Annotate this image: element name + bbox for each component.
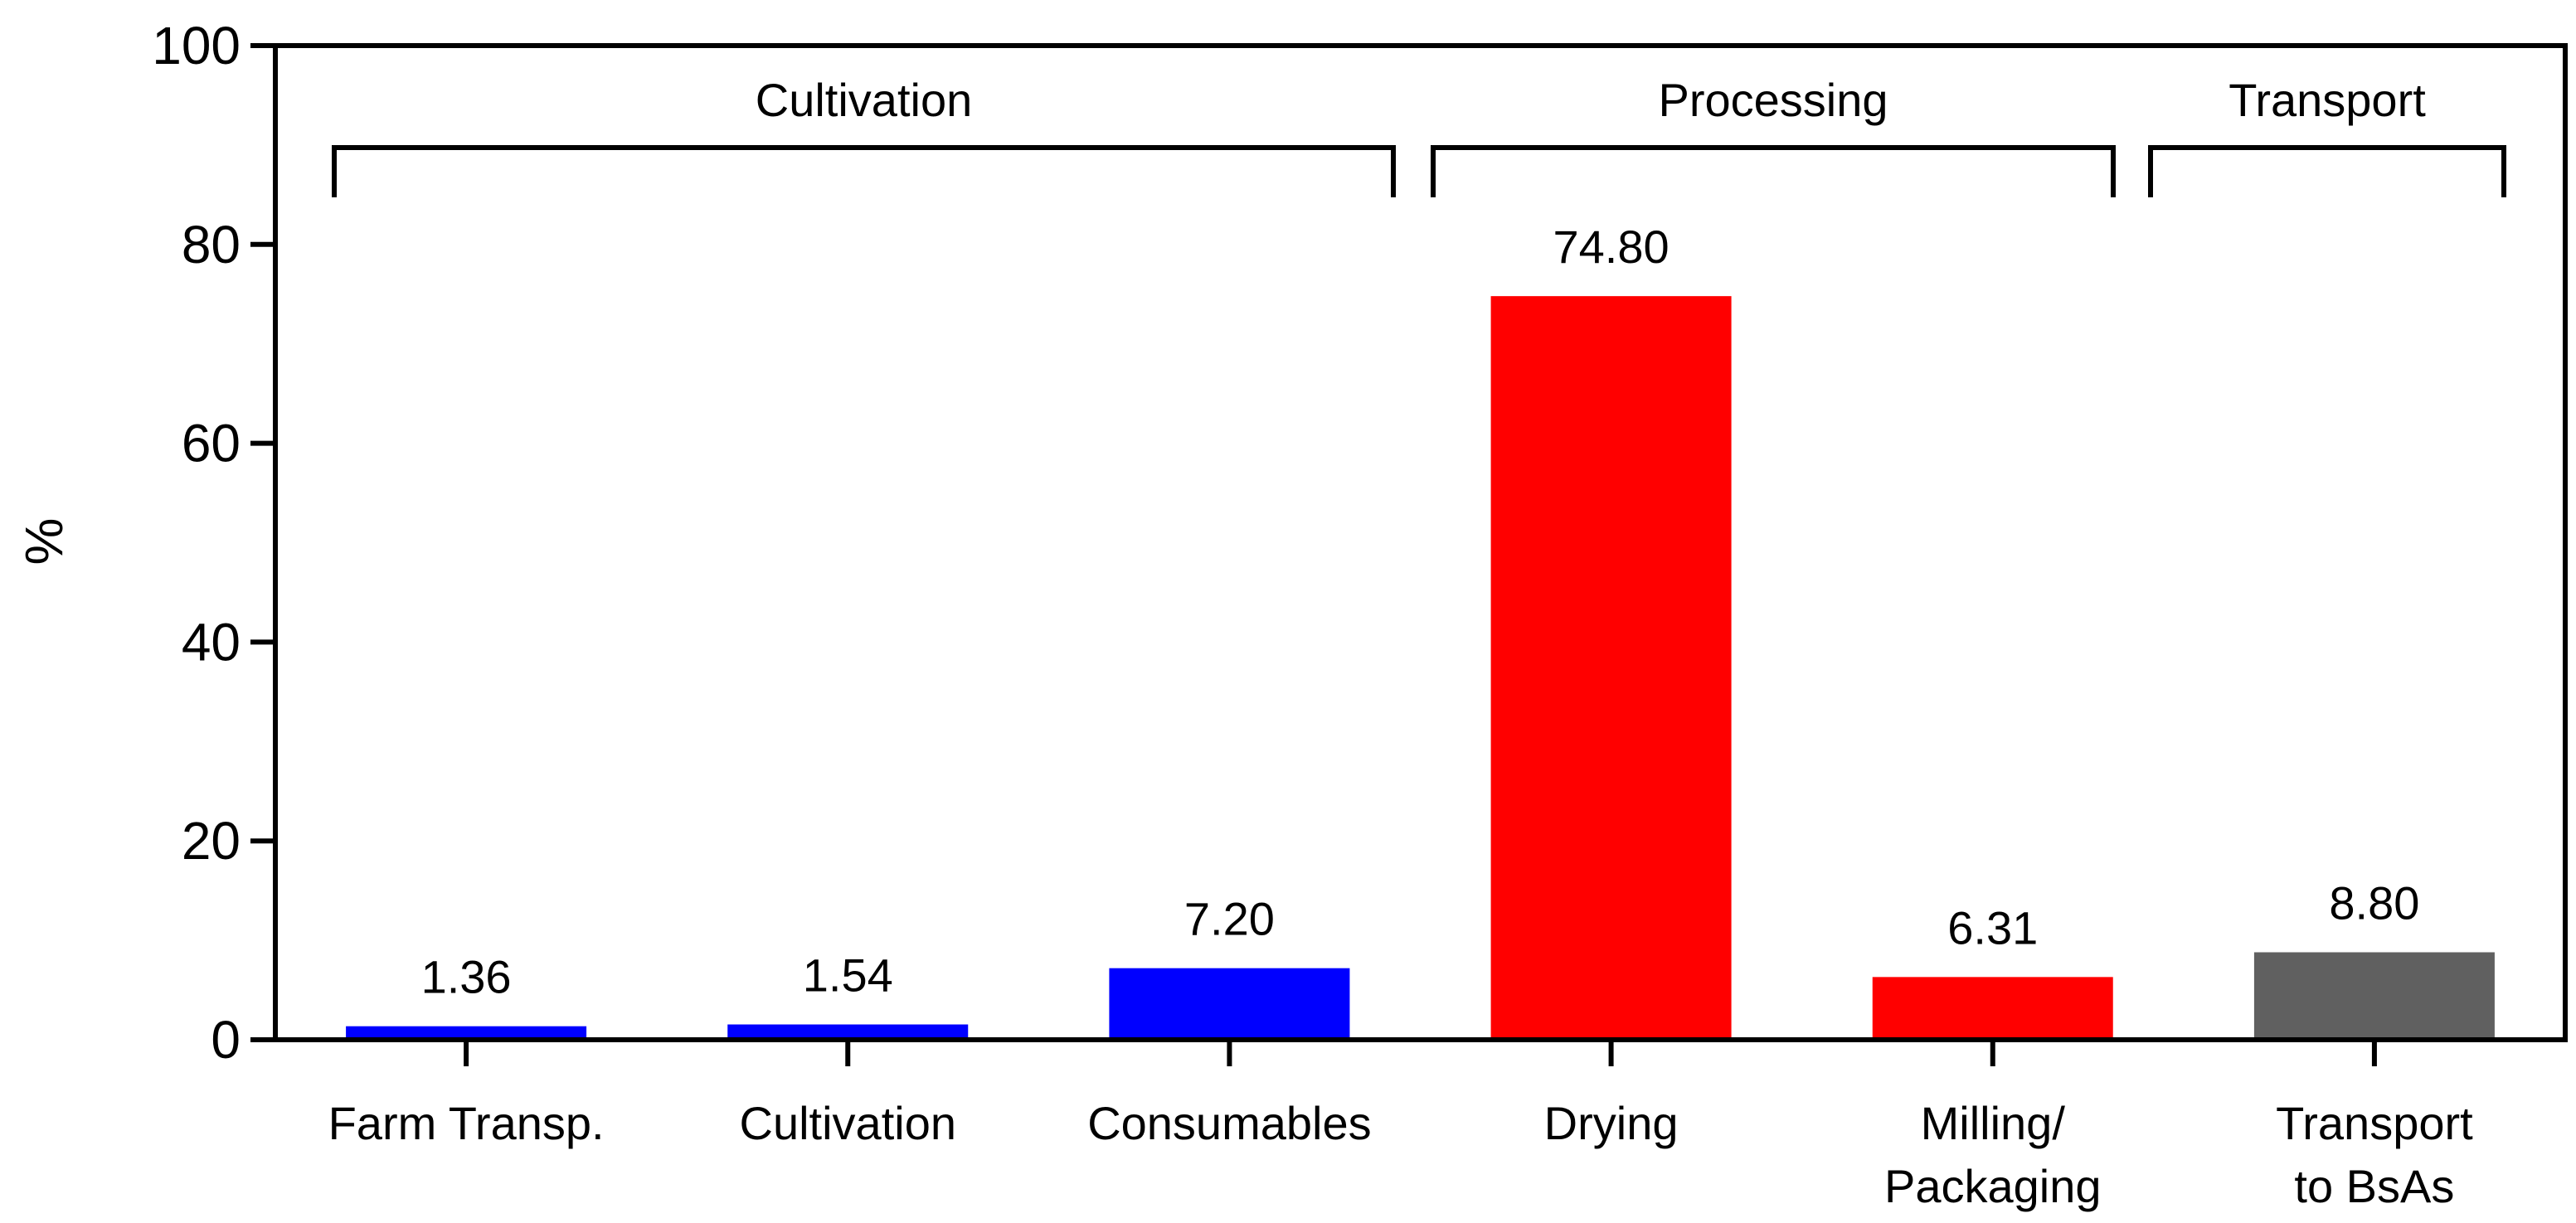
x-tick-label: Packaging bbox=[1884, 1160, 2102, 1212]
value-labels: 1.36 1.54 7.20 74.80 6.31 8.80 bbox=[421, 221, 2420, 1003]
group-label: Cultivation bbox=[756, 74, 972, 126]
y-tick-label: 100 bbox=[152, 16, 241, 75]
group-label: Transport bbox=[2228, 74, 2426, 126]
x-tick-label: Milling/ bbox=[1921, 1097, 2066, 1149]
bar-value-label: 8.80 bbox=[2329, 876, 2419, 929]
bars bbox=[346, 296, 2495, 1040]
bar-value-label: 1.36 bbox=[421, 951, 512, 1003]
y-tick-label: 20 bbox=[182, 811, 241, 871]
bar bbox=[1109, 968, 1350, 1040]
x-tick-label: to BsAs bbox=[2294, 1160, 2454, 1212]
y-axis-title: % bbox=[14, 518, 74, 565]
x-tick-label: Transport bbox=[2276, 1097, 2473, 1149]
bar bbox=[727, 1024, 969, 1040]
x-axis-ticks: Farm Transp. Cultivation Consumables Drying… bbox=[328, 1040, 2473, 1212]
group-bracket bbox=[1431, 145, 2116, 197]
bar-value-label: 74.80 bbox=[1553, 221, 1670, 273]
bar-value-label: 1.54 bbox=[803, 949, 893, 1002]
bar-value-label: 7.20 bbox=[1184, 893, 1275, 945]
group-bracket bbox=[332, 145, 1396, 197]
plot-frame bbox=[273, 43, 2568, 1042]
y-tick-label: 0 bbox=[211, 1010, 241, 1070]
bar bbox=[1872, 977, 2113, 1040]
y-tick-label: 60 bbox=[182, 414, 241, 473]
group-bracket bbox=[2148, 145, 2506, 197]
y-axis-ticks: 0 20 40 60 80 100 bbox=[152, 16, 275, 1070]
x-tick-label: Drying bbox=[1544, 1097, 1679, 1149]
y-tick-label: 80 bbox=[182, 215, 241, 274]
bar bbox=[346, 1026, 587, 1040]
x-tick-label: Consumables bbox=[1087, 1097, 1371, 1149]
x-tick-label: Farm Transp. bbox=[328, 1097, 605, 1149]
bar bbox=[2253, 952, 2495, 1040]
group-label: Processing bbox=[1658, 74, 1888, 126]
bar-value-label: 6.31 bbox=[1947, 901, 2038, 954]
axes bbox=[273, 43, 2568, 1042]
group-brackets: Cultivation Processing Transport bbox=[332, 74, 2506, 197]
y-tick-label: 40 bbox=[182, 612, 241, 672]
bar bbox=[1490, 296, 1732, 1040]
x-tick-label: Cultivation bbox=[740, 1097, 956, 1149]
